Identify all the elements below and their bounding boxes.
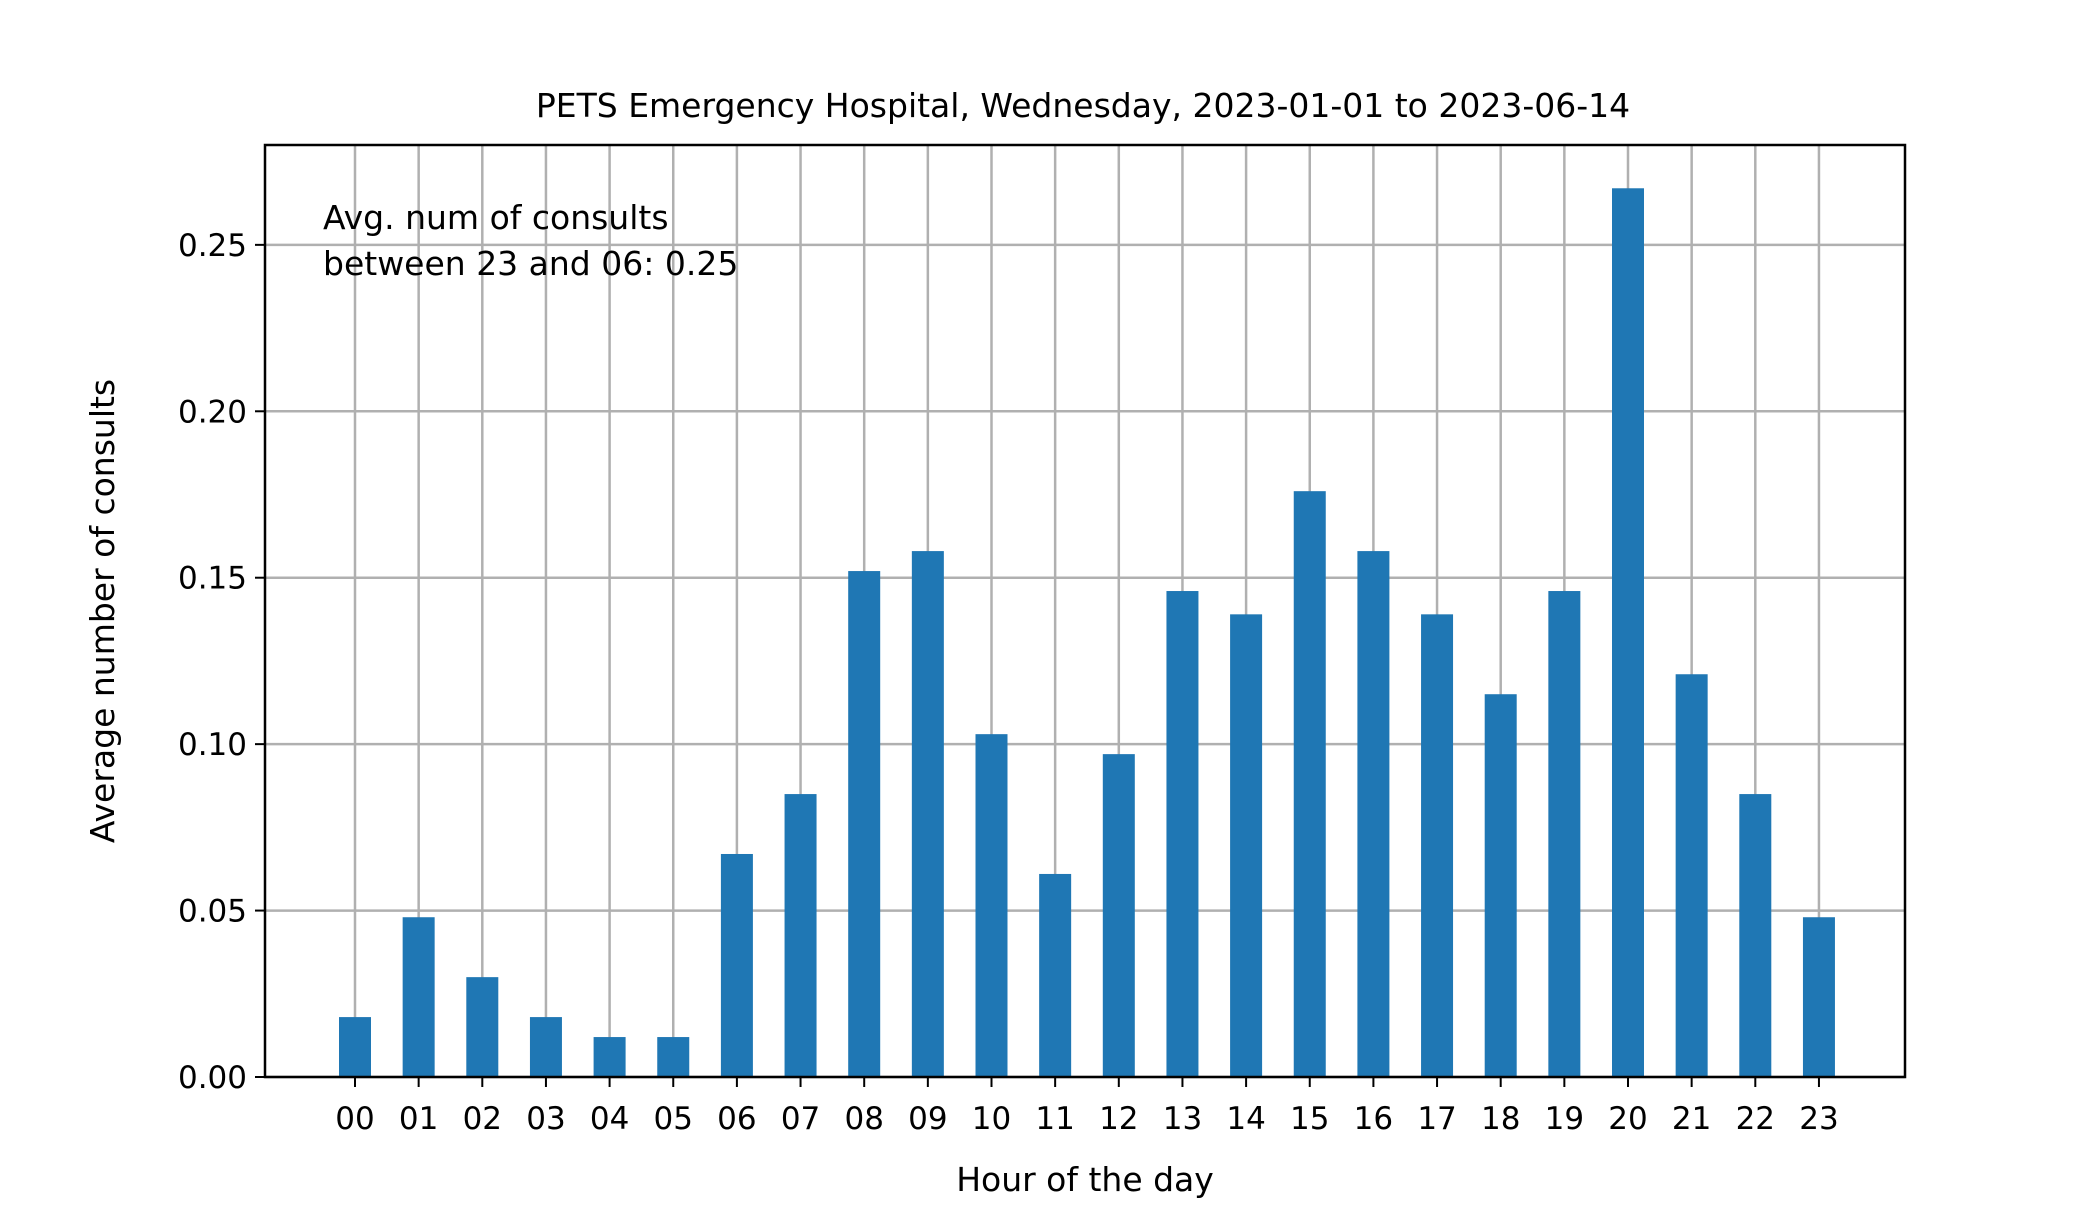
bar-hour-07 xyxy=(784,794,817,1077)
bar-hour-08 xyxy=(848,571,881,1077)
y-tick-label: 0.00 xyxy=(178,1060,247,1096)
x-tick-label: 20 xyxy=(1608,1101,1647,1137)
bar-hour-12 xyxy=(1102,754,1135,1077)
bar-hour-23 xyxy=(1802,917,1835,1077)
gridlines xyxy=(265,145,1905,1079)
x-tick-label: 00 xyxy=(335,1101,374,1137)
x-axis-label: Hour of the day xyxy=(956,1160,1214,1199)
bar-hour-15 xyxy=(1293,491,1326,1078)
plot-frame xyxy=(263,143,1907,1079)
chart-title: PETS Emergency Hospital, Wednesday, 2023… xyxy=(536,86,1630,125)
bar-hour-05 xyxy=(657,1037,690,1077)
bars xyxy=(339,188,1835,1078)
x-tick-label: 17 xyxy=(1417,1101,1456,1137)
x-tick-label: 22 xyxy=(1736,1101,1775,1137)
x-tick-label: 10 xyxy=(972,1101,1011,1137)
bar-hour-00 xyxy=(339,1017,371,1077)
x-tick-label: 12 xyxy=(1099,1101,1138,1137)
y-tick-label: 0.20 xyxy=(178,394,247,430)
bar-hour-21 xyxy=(1675,674,1708,1077)
bar-hour-16 xyxy=(1357,551,1390,1077)
bar-hour-18 xyxy=(1484,694,1517,1077)
x-tick-label: 03 xyxy=(526,1101,565,1137)
bar-hour-20 xyxy=(1612,188,1644,1077)
x-tick-label: 14 xyxy=(1226,1101,1265,1137)
x-tick-label: 06 xyxy=(717,1101,756,1137)
x-tick-label: 23 xyxy=(1799,1101,1838,1137)
y-axis-ticks: 0.00 0.05 0.10 0.15 0.20 0.25 xyxy=(178,228,265,1096)
y-tick-label: 0.25 xyxy=(178,228,247,264)
bar-hour-01 xyxy=(402,917,435,1077)
bar-hour-04 xyxy=(593,1037,626,1077)
y-tick-label: 0.05 xyxy=(178,894,247,930)
bar-hour-14 xyxy=(1230,614,1263,1077)
y-tick-label: 0.15 xyxy=(178,561,247,597)
bar-hour-22 xyxy=(1739,794,1772,1077)
x-tick-label: 05 xyxy=(654,1101,693,1137)
x-tick-label: 08 xyxy=(844,1101,883,1137)
bar-hour-19 xyxy=(1548,591,1581,1077)
annotation-line-1: Avg. num of consults xyxy=(323,198,669,237)
annotation-line-2: between 23 and 06: 0.25 xyxy=(323,244,738,283)
x-tick-label: 11 xyxy=(1035,1101,1074,1137)
y-tick-label: 0.10 xyxy=(178,727,247,763)
bar-hour-10 xyxy=(975,734,1008,1077)
bar-hour-06 xyxy=(720,853,753,1077)
x-tick-label: 15 xyxy=(1290,1101,1329,1137)
x-tick-label: 02 xyxy=(463,1101,502,1137)
bar-hour-17 xyxy=(1421,614,1454,1077)
x-tick-label: 04 xyxy=(590,1101,629,1137)
bar-hour-11 xyxy=(1039,873,1072,1077)
x-tick-label: 09 xyxy=(908,1101,947,1137)
x-tick-label: 21 xyxy=(1672,1101,1711,1137)
bar-hour-02 xyxy=(466,977,499,1077)
y-axis-label: Average number of consults xyxy=(83,379,122,843)
bar-hour-13 xyxy=(1166,591,1199,1077)
x-tick-label: 16 xyxy=(1354,1101,1393,1137)
x-axis-ticks: 00 01 02 03 04 05 06 07 08 09 10 11 12 13 14 15 16 17 18 19… xyxy=(335,1077,1839,1137)
x-tick-label: 01 xyxy=(399,1101,438,1137)
bar-hour-09 xyxy=(911,551,944,1077)
x-tick-label: 13 xyxy=(1163,1101,1202,1137)
bar-hour-03 xyxy=(529,1017,562,1077)
x-tick-label: 19 xyxy=(1545,1101,1584,1137)
x-tick-label: 18 xyxy=(1481,1101,1520,1137)
x-tick-label: 07 xyxy=(781,1101,820,1137)
